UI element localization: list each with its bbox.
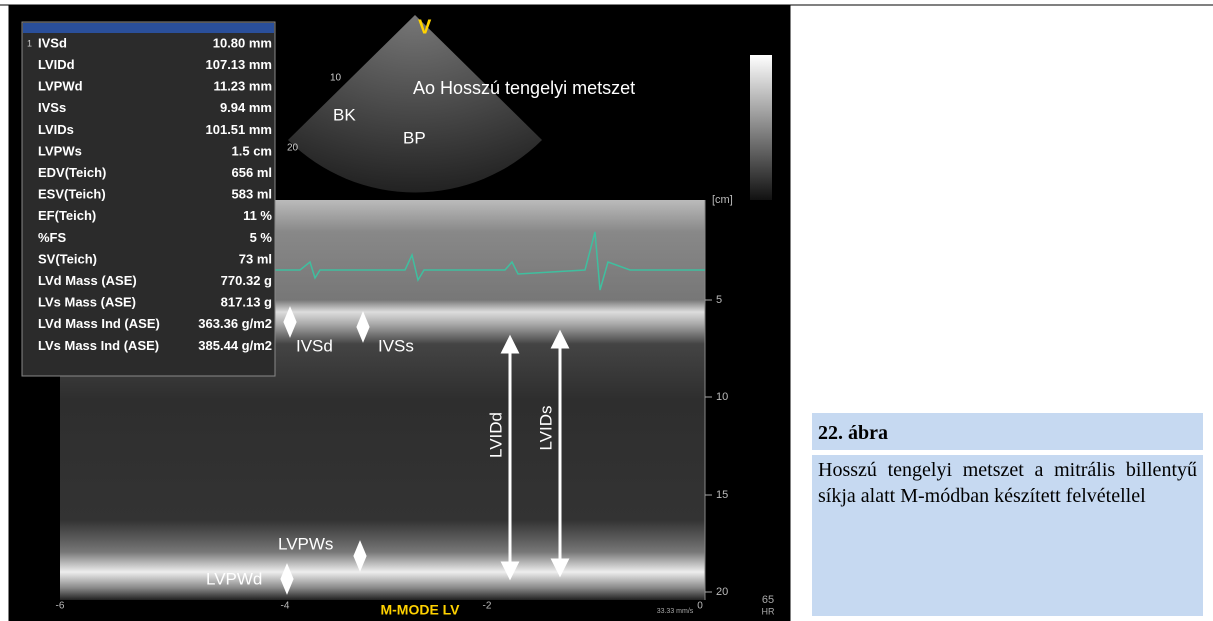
annotation: LVPWd bbox=[206, 569, 262, 588]
row-index: 1 bbox=[27, 38, 32, 48]
measurement-label: LVs Mass Ind (ASE) bbox=[38, 338, 159, 353]
annotation: IVSs bbox=[378, 336, 414, 355]
sector-depth: 20 bbox=[287, 143, 299, 154]
measurement-value: 9.94 mm bbox=[220, 100, 272, 115]
caption-title: 22. ábra bbox=[812, 413, 1203, 450]
measurement-value: 385.44 g/m2 bbox=[198, 338, 272, 353]
measurement-label: LVPWs bbox=[38, 143, 82, 158]
mode-label: M-MODE LV bbox=[380, 602, 460, 618]
page-body: 1 IVSd 10.80 mm LVIDd 107.13 mm LVPWd 11.23 mm… bbox=[0, 0, 1213, 621]
measurement-value: 583 ml bbox=[232, 187, 272, 202]
bp-label: BP bbox=[403, 128, 426, 147]
view-label: Ao Hosszú tengelyi metszet bbox=[413, 78, 635, 98]
measurement-label: %FS bbox=[38, 230, 67, 245]
measurement-value: 363.36 g/m2 bbox=[198, 316, 272, 331]
depth-tick-label: 20 bbox=[716, 586, 728, 598]
measurement-label: SV(Teich) bbox=[38, 251, 97, 266]
measurement-value: 5 % bbox=[250, 230, 273, 245]
time-tick-label: 0 bbox=[697, 601, 703, 612]
time-tick-label: -2 bbox=[483, 601, 492, 612]
measurement-label: ESV(Teich) bbox=[38, 187, 106, 202]
hr-label: HR bbox=[762, 606, 775, 616]
grayscale-bar bbox=[750, 55, 772, 200]
measurement-value: 1.5 cm bbox=[232, 143, 272, 158]
measurement-label: LVPWd bbox=[38, 79, 83, 94]
annotation: LVIDd bbox=[486, 412, 505, 458]
bk-label: BK bbox=[333, 105, 356, 124]
measurement-value: 11 % bbox=[243, 208, 272, 223]
measurement-value: 656 ml bbox=[232, 165, 272, 180]
measurement-label: LVd Mass Ind (ASE) bbox=[38, 316, 160, 331]
sector-depth: 10 bbox=[330, 73, 342, 84]
measurement-value: 73 ml bbox=[239, 251, 272, 266]
depth-tick-label: 15 bbox=[716, 489, 728, 501]
measurement-label: LVd Mass (ASE) bbox=[38, 273, 137, 288]
sweep-speed: 33.33 mm/s bbox=[657, 608, 694, 615]
depth-tick-label: 10 bbox=[716, 391, 728, 403]
measurement-value: 817.13 g bbox=[221, 295, 272, 310]
depth-tick-label: 5 bbox=[716, 294, 722, 306]
annotation: LVIDs bbox=[536, 405, 555, 450]
page: {"image": { "measurements": { "index": "… bbox=[0, 0, 1213, 621]
sector-marker: V bbox=[418, 16, 432, 38]
measurement-value: 11.23 mm bbox=[213, 79, 272, 94]
measurement-label: LVIDd bbox=[38, 57, 75, 72]
depth-unit: [cm] bbox=[712, 194, 733, 206]
measurement-label: LVIDs bbox=[38, 122, 74, 137]
annotation: LVPWs bbox=[278, 534, 333, 553]
measurement-value: 770.32 g bbox=[221, 273, 272, 288]
panel-header bbox=[23, 23, 274, 33]
measurement-label: EDV(Teich) bbox=[38, 165, 106, 180]
time-tick-label: -4 bbox=[281, 601, 290, 612]
caption-text: Hosszú tengelyi metszet a mitrális bille… bbox=[812, 455, 1203, 616]
hr-value: 65 bbox=[762, 594, 774, 606]
measurement-label: IVSs bbox=[38, 100, 66, 115]
measurement-label: EF(Teich) bbox=[38, 208, 96, 223]
measurement-label: IVSd bbox=[38, 35, 67, 50]
time-tick-label: -6 bbox=[56, 601, 65, 612]
measurement-value: 101.51 mm bbox=[206, 122, 273, 137]
measurement-value: 10.80 mm bbox=[213, 35, 272, 50]
measurement-value: 107.13 mm bbox=[206, 57, 273, 72]
measurement-label: LVs Mass (ASE) bbox=[38, 295, 136, 310]
annotation: IVSd bbox=[296, 336, 333, 355]
